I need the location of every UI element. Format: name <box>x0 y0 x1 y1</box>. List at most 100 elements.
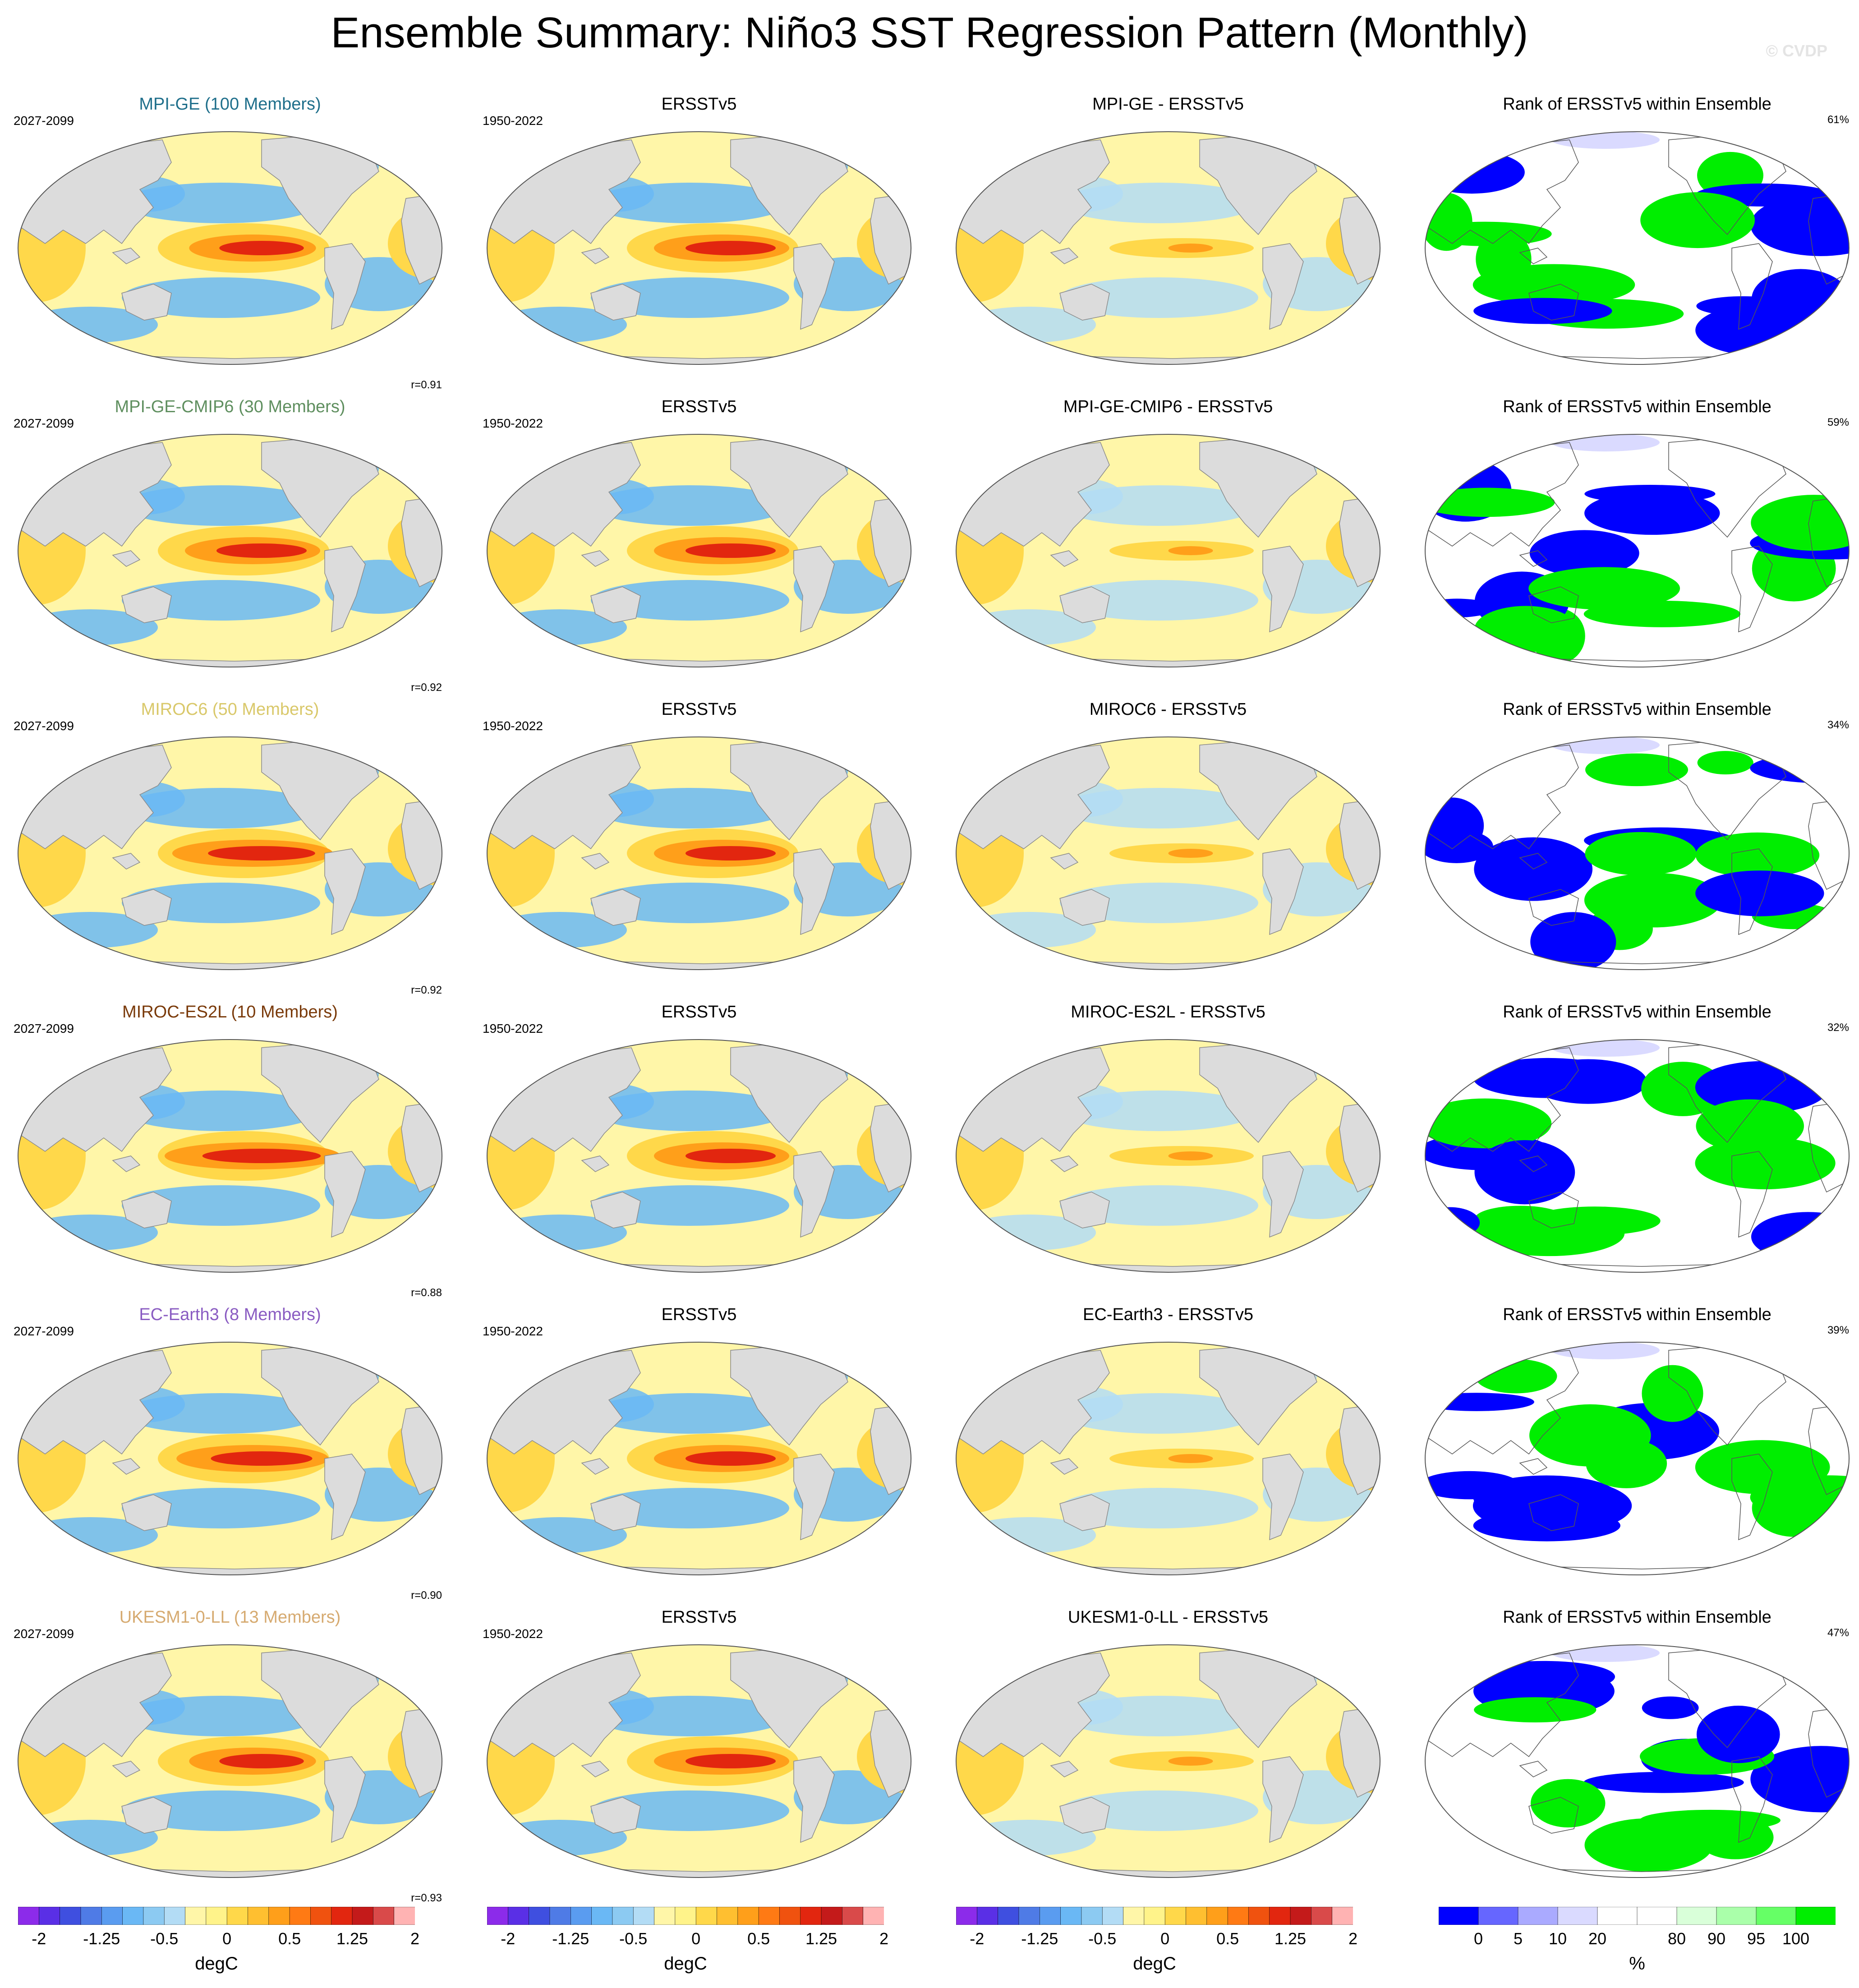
panel-title: EC-Earth3 - ERSSTv5 <box>1083 1305 1253 1324</box>
cool-anomaly <box>122 277 320 318</box>
colorbar-swatch <box>1637 1907 1677 1925</box>
colorbar-swatch <box>122 1907 144 1925</box>
colorbar-swatch <box>549 1907 571 1925</box>
rank-region <box>1584 873 1722 928</box>
landmass <box>581 248 610 264</box>
panel-title: MPI-GE (100 Members) <box>139 95 321 114</box>
landmass <box>1519 853 1548 870</box>
landmass <box>1528 1494 1579 1531</box>
rank-region <box>1642 1365 1703 1422</box>
colorbar-swatch <box>1269 1907 1291 1925</box>
cool-anomaly <box>591 580 789 621</box>
map-border <box>487 1342 911 1575</box>
panel-rank: Rank of ERSSTv5 within Ensemble 61% <box>1412 95 1859 397</box>
cool-anomaly <box>1060 1185 1258 1226</box>
rank-region <box>1425 1207 1480 1238</box>
rank-map <box>1425 434 1850 667</box>
map-border <box>487 434 911 667</box>
landmass <box>112 1155 141 1172</box>
period-label: 1950-2022 <box>483 1324 543 1338</box>
landmass <box>53 961 406 970</box>
sst-map <box>18 434 442 667</box>
landmass <box>793 1151 835 1238</box>
map-border <box>1425 736 1850 970</box>
landmass <box>1262 1756 1304 1843</box>
colorbar-swatch <box>800 1907 822 1925</box>
landmass <box>112 550 141 567</box>
colorbar-tick-label: 0 <box>691 1929 701 1948</box>
panel-model: MPI-GE-CMIP6 (30 Members) 2027-2099 r=0.92 <box>5 397 456 699</box>
panel-obs: ERSSTv5 1950-2022 <box>474 95 925 397</box>
sst-map <box>956 1342 1380 1575</box>
panel-title: ERSSTv5 <box>661 700 737 719</box>
landmass <box>590 1797 641 1834</box>
landmass <box>1519 1155 1548 1172</box>
landmass <box>1519 1458 1548 1475</box>
map-border <box>18 736 442 970</box>
pattern-correlation: r=0.90 <box>411 1589 442 1601</box>
colorbar-swatch <box>508 1907 529 1925</box>
colorbar-swatch <box>18 1907 40 1925</box>
landmass <box>581 853 610 870</box>
colorbar-swatch <box>1290 1907 1312 1925</box>
colorbar-swatch <box>591 1907 613 1925</box>
cool-anomaly <box>122 1488 320 1528</box>
rank-region <box>1583 1772 1744 1793</box>
panel-model: MIROC6 (50 Members) 2027-2099 r=0.92 <box>5 700 456 1002</box>
landmass <box>1731 1454 1773 1541</box>
sst-map <box>487 736 911 970</box>
landmass <box>1731 1756 1773 1843</box>
panel-diff: MPI-GE - ERSSTv5 <box>943 95 1394 397</box>
landmass <box>991 1869 1344 1878</box>
map-border <box>18 1342 442 1575</box>
colorbar-swatch <box>695 1907 718 1925</box>
sst-map <box>956 1644 1380 1878</box>
colorbar-swatch <box>612 1907 634 1925</box>
colorbar-unit: degC <box>195 1954 238 1974</box>
colorbar-tick-label: 1.25 <box>1275 1929 1307 1948</box>
landmass <box>522 1869 875 1878</box>
period-label: 1950-2022 <box>483 416 543 430</box>
colorbar-swatch <box>1311 1907 1333 1925</box>
landmass <box>991 1264 1344 1272</box>
landmass <box>1519 248 1548 264</box>
sst-map <box>487 1342 911 1575</box>
panel-rank: Rank of ERSSTv5 within Ensemble 34% <box>1412 700 1859 1002</box>
colorbar-swatch <box>226 1907 248 1925</box>
cool-anomaly <box>122 1185 320 1226</box>
tropical-warm-core <box>686 543 776 558</box>
map-border <box>1425 1644 1850 1878</box>
sst-map <box>956 434 1380 667</box>
landmass <box>53 1566 406 1575</box>
period-label: 2027-2099 <box>14 1627 74 1641</box>
map-border <box>18 1644 442 1878</box>
landmass <box>1059 1494 1110 1531</box>
cool-anomaly <box>1060 1488 1258 1528</box>
rank-percent: 61% <box>1827 114 1849 126</box>
period-label: 2027-2099 <box>14 114 74 128</box>
colorbar-swatch <box>310 1907 332 1925</box>
colorbar-tick-label: 0 <box>1160 1929 1170 1948</box>
panel-rank: Rank of ERSSTv5 within Ensemble 39% <box>1412 1305 1859 1607</box>
colorbar-swatch <box>570 1907 592 1925</box>
panel-title: ERSSTv5 <box>661 1003 737 1022</box>
colorbar-tick-label: 95 <box>1747 1929 1766 1948</box>
landmass <box>1731 243 1773 330</box>
colorbar-swatch <box>1756 1907 1796 1925</box>
colorbar-unit: degC <box>1133 1954 1176 1974</box>
panel-title: UKESM1-0-LL - ERSSTv5 <box>1068 1608 1269 1627</box>
rank-region <box>1750 193 1849 256</box>
landmass <box>991 658 1344 667</box>
landmass <box>53 1869 406 1878</box>
cool-anomaly <box>591 1185 789 1226</box>
colorbar-tick-label: -2 <box>32 1929 46 1948</box>
period-label: 1950-2022 <box>483 719 543 733</box>
colorbar-swatch <box>1102 1907 1124 1925</box>
panel-title: Rank of ERSSTv5 within Ensemble <box>1503 95 1772 114</box>
landmass <box>991 1566 1344 1575</box>
map-border <box>1425 131 1850 365</box>
panel-rank: Rank of ERSSTv5 within Ensemble 32% <box>1412 1003 1859 1305</box>
panel-title: UKESM1-0-LL (13 Members) <box>119 1608 341 1627</box>
landmass <box>590 284 641 321</box>
colorbar-tick-label: -0.5 <box>1088 1929 1117 1948</box>
